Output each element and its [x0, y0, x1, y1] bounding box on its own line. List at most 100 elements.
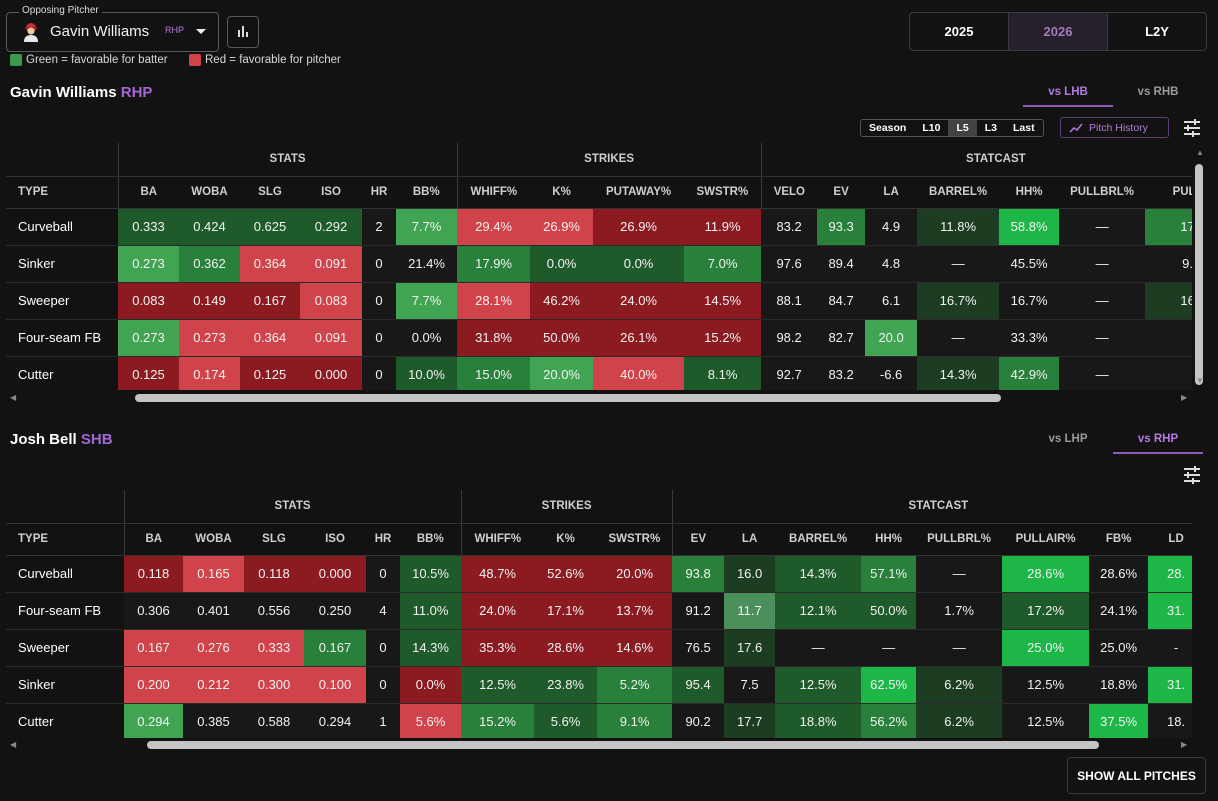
stat-cell: 9.1% — [597, 703, 673, 738]
window-l3[interactable]: L3 — [984, 122, 997, 134]
stat-cell: 28.6% — [534, 629, 598, 666]
scroll-up-arrow[interactable]: ▲ — [1196, 148, 1204, 157]
column-header[interactable]: BARREL% — [775, 523, 862, 556]
column-header[interactable]: WOBA — [179, 176, 240, 209]
column-header[interactable]: PULLBRL% — [916, 523, 1003, 556]
column-header[interactable]: HH% — [861, 523, 917, 556]
stat-cell: 0.556 — [244, 592, 304, 629]
stat-cell: 17.2% — [1002, 592, 1090, 629]
column-header[interactable]: WHIFF% — [460, 523, 535, 556]
scroll-down-arrow[interactable]: ▼ — [1196, 376, 1204, 385]
column-header[interactable]: ISO — [304, 523, 366, 556]
settings-sliders-icon[interactable] — [1182, 119, 1202, 137]
scroll-right-arrow[interactable]: ▶ — [1181, 393, 1188, 402]
stat-cell: — — [1059, 282, 1146, 319]
column-header[interactable]: SWSTR% — [597, 523, 673, 556]
column-header[interactable]: BARREL% — [917, 176, 1000, 209]
column-header[interactable]: LD — [1148, 523, 1192, 556]
stat-cell: 50.0% — [861, 592, 917, 629]
stat-cell: 15.2% — [461, 703, 535, 738]
stat-cell: 14.3% — [400, 629, 462, 666]
pitch-type: Cutter — [18, 367, 54, 382]
column-header[interactable]: K% — [530, 176, 594, 209]
pitcher-table-vscroll[interactable] — [1195, 164, 1203, 385]
pitcher-hand: RHP — [165, 25, 185, 35]
split-vs-lhb[interactable]: vs LHB — [1023, 86, 1113, 107]
column-header[interactable]: SLG — [240, 176, 300, 209]
show-all-pitches-button[interactable]: SHOW ALL PITCHES — [1067, 757, 1206, 794]
stat-cell: 18.8% — [1089, 666, 1149, 703]
legend-red: Red = favorable for pitcher — [189, 54, 341, 66]
column-header-type: TYPE — [6, 176, 118, 209]
stat-cell: 0.0% — [593, 245, 685, 282]
stat-cell: 33.3% — [999, 319, 1060, 356]
stat-cell: 83.2 — [817, 356, 866, 390]
column-header[interactable]: WOBA — [183, 523, 244, 556]
stat-cell: 26.1% — [593, 319, 685, 356]
pitch-history-button[interactable]: Pitch History — [1060, 117, 1169, 138]
stat-cell: 92.7 — [761, 356, 818, 390]
column-header[interactable]: SWSTR% — [684, 176, 762, 209]
column-header[interactable]: VELO — [760, 176, 818, 209]
stat-cell: 23.8% — [534, 666, 598, 703]
scroll-left-arrow[interactable]: ◀ — [10, 740, 17, 749]
window-l10[interactable]: L10 — [922, 122, 941, 134]
column-header[interactable]: BB% — [400, 523, 462, 556]
column-header[interactable]: LA — [724, 523, 776, 556]
stat-cell: 11.7 — [724, 592, 776, 629]
settings-sliders-icon[interactable] — [1182, 466, 1202, 484]
stat-cell: 16.7% — [999, 282, 1060, 319]
column-header[interactable]: PULL — [1145, 176, 1192, 209]
legend-green: Green = favorable for batter — [10, 54, 168, 66]
stat-cell: 52.6% — [534, 555, 598, 592]
year-l2y[interactable]: L2Y — [1145, 24, 1169, 39]
column-header[interactable]: HR — [366, 523, 400, 556]
table-row: Cutter 0.294 0.385 0.588 0.294 1 5.6% 15.2% 5.6%… — [6, 703, 1192, 738]
column-header[interactable]: PULLAIR% — [1002, 523, 1090, 556]
group-header: STRIKES — [460, 490, 673, 524]
column-header[interactable]: ISO — [300, 176, 362, 209]
column-header[interactable]: LA — [865, 176, 918, 209]
pitcher-table-hscroll[interactable] — [135, 394, 1001, 402]
column-header[interactable]: PULLBRL% — [1059, 176, 1146, 209]
stat-cell: 0 — [362, 245, 396, 282]
window-l5[interactable]: L5 — [948, 120, 977, 136]
column-header[interactable]: PUTAWAY% — [593, 176, 685, 209]
group-spacer — [6, 490, 124, 524]
chart-button[interactable] — [227, 16, 259, 48]
scroll-right-arrow[interactable]: ▶ — [1181, 740, 1188, 749]
scroll-left-arrow[interactable]: ◀ — [10, 393, 17, 402]
batter-table-hscroll[interactable] — [147, 741, 1099, 749]
column-header[interactable]: SLG — [244, 523, 304, 556]
window-last[interactable]: Last — [1012, 122, 1035, 134]
column-header[interactable]: HH% — [999, 176, 1060, 209]
stat-cell: 56.2% — [861, 703, 917, 738]
split-vs-rhp[interactable]: vs RHP — [1113, 433, 1203, 454]
year-2026[interactable]: 2026 — [1009, 13, 1108, 50]
window-season[interactable]: Season — [869, 122, 907, 134]
red-swatch — [189, 54, 201, 66]
column-header[interactable]: HR — [362, 176, 396, 209]
year-2025[interactable]: 2025 — [910, 13, 1009, 50]
stat-cell — [1145, 319, 1192, 356]
opposing-pitcher-label: Opposing Pitcher — [19, 5, 102, 16]
stat-cell: 14.6% — [597, 629, 673, 666]
column-header[interactable]: FB% — [1089, 523, 1149, 556]
column-header[interactable]: EV — [671, 523, 725, 556]
column-header[interactable]: BA — [123, 523, 183, 556]
stat-cell: 90.2 — [672, 703, 725, 738]
opposing-pitcher-select[interactable]: Opposing Pitcher Gavin Williams RHP — [6, 5, 219, 52]
stat-cell: — — [916, 555, 1003, 592]
stat-cell: 4.9 — [865, 208, 918, 245]
column-header[interactable]: BB% — [396, 176, 458, 209]
split-vs-rhb[interactable]: vs RHB — [1137, 86, 1179, 98]
column-header[interactable]: EV — [817, 176, 866, 209]
stat-cell: 88.1 — [761, 282, 818, 319]
column-header[interactable]: WHIFF% — [456, 176, 531, 209]
stat-cell: 0.0% — [396, 319, 458, 356]
stat-cell: 0.0% — [400, 666, 462, 703]
column-header[interactable]: K% — [534, 523, 598, 556]
pitch-type: Four-seam FB — [18, 330, 102, 345]
split-vs-lhp[interactable]: vs LHP — [1048, 433, 1088, 445]
column-header[interactable]: BA — [117, 176, 179, 209]
